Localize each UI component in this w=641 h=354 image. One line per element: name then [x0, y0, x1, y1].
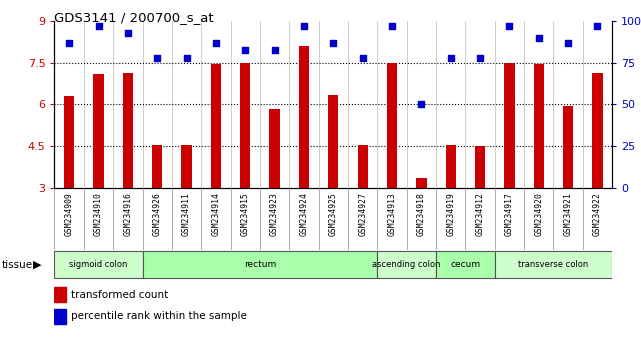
Point — [181, 55, 192, 61]
Bar — [387, 63, 397, 188]
Bar — [592, 73, 603, 188]
Bar — [475, 146, 485, 188]
Text: GSM234913: GSM234913 — [388, 193, 397, 236]
Text: GSM234924: GSM234924 — [299, 193, 308, 236]
Text: GSM234923: GSM234923 — [270, 193, 279, 236]
Point — [122, 30, 133, 36]
Point — [416, 102, 426, 107]
Text: GSM234918: GSM234918 — [417, 193, 426, 236]
Text: GSM234909: GSM234909 — [65, 193, 74, 236]
Bar — [504, 63, 515, 188]
Text: GSM234916: GSM234916 — [123, 193, 132, 236]
Bar — [122, 73, 133, 188]
Point — [94, 23, 104, 29]
Bar — [240, 63, 251, 188]
FancyBboxPatch shape — [142, 251, 378, 278]
Point — [152, 55, 162, 61]
Bar — [445, 145, 456, 188]
Text: GSM234914: GSM234914 — [212, 193, 221, 236]
Bar — [64, 96, 74, 188]
Bar — [54, 287, 65, 302]
Point — [240, 47, 251, 52]
FancyBboxPatch shape — [436, 251, 495, 278]
Point — [475, 55, 485, 61]
Bar — [534, 64, 544, 188]
Text: GSM234922: GSM234922 — [593, 193, 602, 236]
Text: cecum: cecum — [451, 260, 481, 269]
FancyBboxPatch shape — [495, 251, 612, 278]
Point — [64, 40, 74, 46]
Text: GSM234911: GSM234911 — [182, 193, 191, 236]
Point — [299, 23, 309, 29]
Point — [592, 23, 603, 29]
Bar — [152, 145, 162, 188]
Point — [269, 47, 279, 52]
Bar — [358, 145, 368, 188]
Bar — [299, 46, 309, 188]
Text: percentile rank within the sample: percentile rank within the sample — [71, 311, 247, 321]
Point — [534, 35, 544, 41]
FancyBboxPatch shape — [378, 251, 436, 278]
Text: rectum: rectum — [244, 260, 276, 269]
Text: GSM234910: GSM234910 — [94, 193, 103, 236]
Text: GSM234919: GSM234919 — [446, 193, 455, 236]
Point — [445, 55, 456, 61]
Bar — [563, 106, 573, 188]
Bar — [328, 95, 338, 188]
Text: GSM234926: GSM234926 — [153, 193, 162, 236]
Bar — [211, 64, 221, 188]
Bar — [416, 178, 426, 188]
Text: transverse colon: transverse colon — [519, 260, 588, 269]
FancyBboxPatch shape — [54, 251, 142, 278]
Text: GSM234927: GSM234927 — [358, 193, 367, 236]
Text: GSM234925: GSM234925 — [329, 193, 338, 236]
Text: tissue: tissue — [1, 259, 33, 270]
Text: GSM234917: GSM234917 — [505, 193, 514, 236]
Text: GDS3141 / 200700_s_at: GDS3141 / 200700_s_at — [54, 11, 214, 24]
Text: GSM234912: GSM234912 — [476, 193, 485, 236]
Point — [504, 23, 515, 29]
Text: ▶: ▶ — [33, 259, 42, 270]
Bar — [94, 74, 104, 188]
Text: GSM234920: GSM234920 — [535, 193, 544, 236]
Text: sigmoid colon: sigmoid colon — [69, 260, 128, 269]
Point — [563, 40, 573, 46]
Text: ascending colon: ascending colon — [372, 260, 441, 269]
Point — [211, 40, 221, 46]
Text: GSM234915: GSM234915 — [241, 193, 250, 236]
Point — [358, 55, 368, 61]
Point — [328, 40, 338, 46]
Text: transformed count: transformed count — [71, 290, 169, 300]
Bar — [54, 309, 65, 324]
Point — [387, 23, 397, 29]
Text: GSM234921: GSM234921 — [563, 193, 572, 236]
Bar — [181, 145, 192, 188]
Bar — [269, 109, 279, 188]
